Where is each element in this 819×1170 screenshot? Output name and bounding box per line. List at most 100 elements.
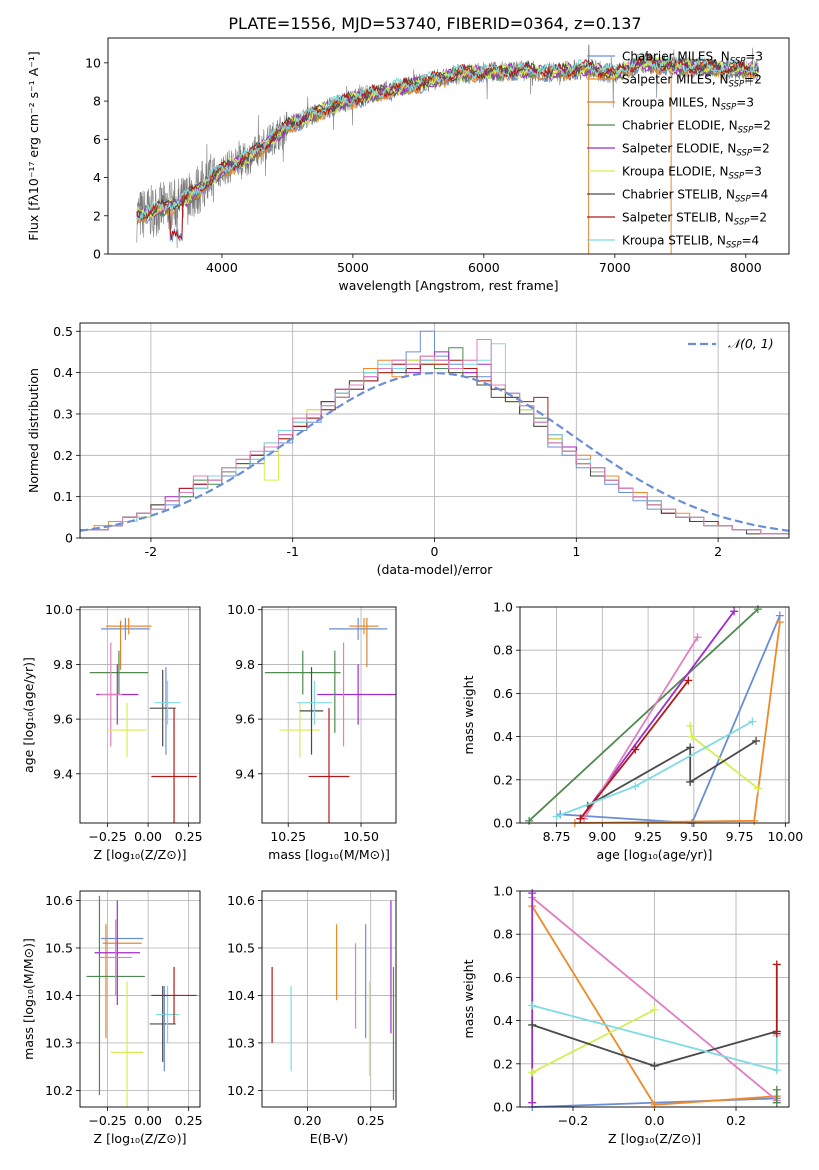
point-marker [631,782,640,791]
point-marker [552,812,561,821]
x-tick-label: 0.25 [357,1113,385,1128]
point-marker [693,633,702,642]
y-axis-label: mass weight [461,675,476,754]
point-marker [686,743,695,752]
y-tick-label: 10.4 [45,988,73,1003]
residuals-panel: -2 -1 0 1 2 0 0.1 0.2 0.3 0.4 0.5 (data-model)/erro… [26,322,790,577]
point-marker [650,1005,659,1014]
y-tick-label: 10.2 [45,1083,73,1098]
point-marker [775,618,784,627]
point-marker [650,1061,659,1070]
histogram-step [80,339,789,538]
y-tick-label: 0.4 [493,1013,513,1028]
y-tick-label: 0.6 [493,970,513,985]
axes-frame [107,37,790,255]
point-marker [525,816,534,825]
x-tick-label: 0.00 [134,1113,162,1128]
y-tick-label: 9.8 [53,657,73,672]
x-tick-label: 0.2 [726,1113,746,1128]
y-tick-label: 4 [93,170,101,185]
y-axis-label: Flux [fλ10⁻¹⁷ erg cm⁻² s⁻¹ A⁻¹] [26,51,41,240]
y-tick-label: 0.2 [493,1056,513,1071]
x-axis-label: Z [log₁₀(Z/Z⊙)] [94,847,187,862]
point-marker [684,676,693,685]
point-marker [772,1066,781,1075]
y-tick-label: 10.6 [227,893,255,908]
y-axis-label: Normed distribution [26,368,41,493]
x-axis-label: E(B-V) [310,1131,349,1146]
point-marker [528,1020,537,1029]
x-tick-label: 8000 [730,260,762,275]
y-tick-label: 10.0 [227,602,255,617]
x-axis-label: (data-model)/error [377,562,494,577]
model-spectrum-line [136,55,759,224]
y-axis-label: mass weight [461,959,476,1038]
y-tick-label: 0.4 [493,729,513,744]
x-tick-label: 10.50 [343,829,379,844]
y-tick-label: 8 [93,94,101,109]
y-tick-label: 0 [93,247,101,262]
y-tick-label: 9.4 [53,766,73,781]
y-axis-label: mass [log₁₀(M/M⊙)] [21,938,36,1060]
axes-frame [261,606,397,824]
x-tick-label: −0.25 [88,1113,126,1128]
point-marker [772,1085,781,1094]
x-tick-label: -2 [145,544,157,559]
point-marker [528,1098,537,1107]
point-marker [730,607,739,616]
legend-entry: Chabrier STELIB, NSSP=4 [622,188,768,205]
point-marker [688,732,697,741]
mass_vs_ebv-panel: 0.20 0.25 10.2 10.3 10.4 10.5 10.6 E(B-V) [227,890,397,1146]
point-marker [772,1029,781,1038]
massweight_vs_age-panel: 8.75 9.00 9.25 9.50 9.75 10.00 0.0 0.2 0.4 0.6 0.8… [461,600,803,863]
point-marker [528,1001,537,1010]
y-tick-label: 10.3 [227,1035,255,1050]
y-tick-label: 10.0 [45,602,73,617]
point-marker [750,816,759,825]
point-marker [753,784,762,793]
x-tick-label: 10.00 [767,829,803,844]
legend-entry: Salpeter STELIB, NSSP=2 [622,211,767,228]
y-tick-label: 0.8 [493,927,513,942]
x-tick-label: 5000 [337,260,369,275]
y-tick-label: 10.6 [45,893,73,908]
age_vs_mass-panel: 10.25 10.50 9.4 9.6 9.8 10.0 mass [log₁₀(M/M⊙)… [227,602,397,862]
x-tick-label: 0 [431,544,439,559]
normal-curve [80,371,789,532]
point-marker [752,736,761,745]
massweight_vs_Z-panel: −0.2 0.0 0.2 0.0 0.2 0.4 0.6 0.8 1.0 Z [log₁₀(Z/Z… [461,884,790,1146]
y-tick-label: 9.6 [235,712,255,727]
y-tick-label: 0.2 [493,772,513,787]
mass_vs_Z-panel: −0.25 0.00 0.25 10.2 10.3 10.4 10.5 10.6 Z [log₁… [21,890,203,1146]
x-axis-label: wavelength [Angstrom, rest frame] [338,278,558,293]
y-tick-label: 0.3 [53,406,73,421]
y-tick-label: 0.0 [493,1100,513,1115]
y-tick-label: 0.0 [493,816,513,831]
axes-frame [261,890,397,1108]
x-tick-label: 0.25 [175,1113,203,1128]
point-marker [753,605,762,614]
axes-frame [79,322,790,539]
y-tick-label: 10.4 [227,988,255,1003]
point-marker [576,814,585,823]
x-axis-label: Z [log₁₀(Z/Z⊙)] [94,1131,187,1146]
model-spectrum-line [136,51,759,222]
model-spectrum-line [136,52,759,242]
mass-weight-line [560,615,781,824]
legend-entry: Kroupa STELIB, NSSP=4 [622,234,759,251]
point-marker [748,717,757,726]
x-tick-label: 4000 [206,260,238,275]
point-marker [528,889,537,898]
x-tick-label: −0.25 [88,829,126,844]
legend-entry: Kroupa ELODIE, NSSP=3 [622,165,762,182]
x-tick-label: 2 [714,544,722,559]
y-tick-label: 0.5 [53,324,73,339]
axes-frame [79,890,201,1108]
y-tick-label: 0.4 [53,365,73,380]
figure-title: PLATE=1556, MJD=53740, FIBERID=0364, z=0… [228,14,641,33]
legend-entry: Salpeter ELODIE, NSSP=2 [622,142,770,159]
y-tick-label: 1.0 [493,884,513,899]
point-marker [772,1098,781,1107]
y-tick-label: 2 [93,208,101,223]
